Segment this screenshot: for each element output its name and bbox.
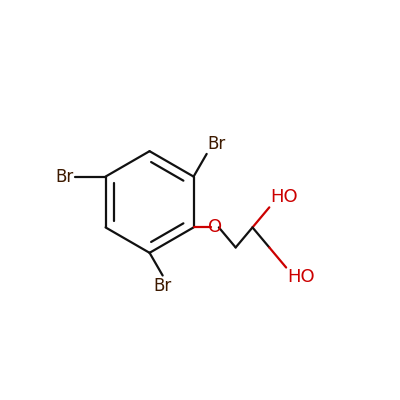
- Text: Br: Br: [55, 168, 74, 186]
- Text: Br: Br: [208, 135, 226, 153]
- Text: O: O: [208, 218, 222, 236]
- Text: HO: HO: [287, 268, 315, 286]
- Text: Br: Br: [154, 277, 172, 295]
- Text: HO: HO: [270, 188, 298, 206]
